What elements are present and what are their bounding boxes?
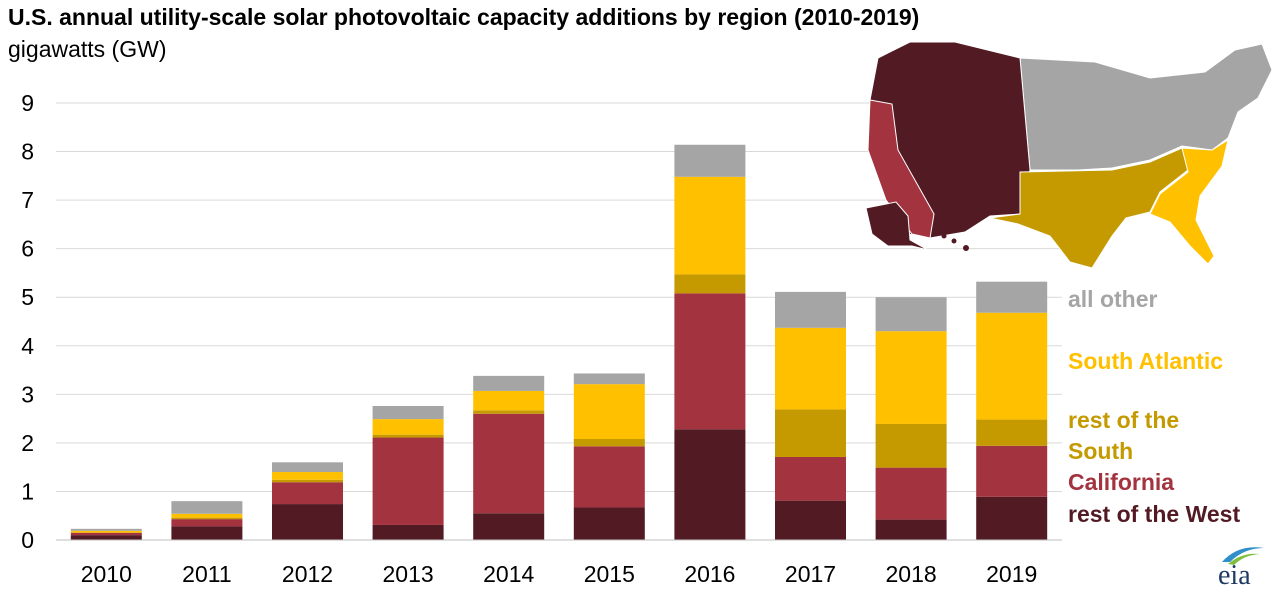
y-axis-unit-label: gigawatts (GW) (8, 36, 167, 62)
map-region-alaska (865, 201, 929, 251)
bar-segment-rest-of-the-west-2012 (272, 504, 343, 540)
bar-segment-all-other-2019 (976, 281, 1048, 313)
bar-segment-rest-of-the-west-2010 (70, 535, 142, 540)
x-tick-label: 2011 (182, 561, 231, 587)
us-region-map (865, 41, 1273, 269)
y-tick-label: 1 (21, 478, 34, 504)
bar-segment-rest-of-the-west-2017 (775, 500, 846, 540)
bar-segment-california-2013 (372, 437, 444, 525)
legend-item-rest-of-the-south: rest of the South (1068, 407, 1180, 464)
bar-segment-california-2010 (70, 532, 142, 536)
bar-segment-all-other-2013 (372, 405, 444, 420)
y-tick-label: 7 (21, 187, 34, 213)
map-region-hawaii (963, 245, 969, 251)
bar-segment-california-2018 (875, 467, 947, 520)
bar-segment-rest-of-the-south-2014 (473, 410, 545, 414)
x-tick-label: 2014 (483, 561, 534, 587)
bar-segment-rest-of-the-west-2015 (573, 507, 645, 540)
x-axis-ticks: 2010 2011 2012 2013 2014 2015 2016 2017 2018 2019 (81, 561, 1038, 587)
bar-segment-rest-of-the-south-2011 (171, 517, 243, 520)
chart-title: U.S. annual utility-scale solar photovol… (8, 4, 920, 30)
bar-segment-california-2014 (473, 413, 545, 514)
bar-segment-all-other-2014 (473, 375, 545, 391)
bar-segment-south-atlantic-2016 (674, 176, 746, 275)
bar-segment-rest-of-the-south-2018 (875, 423, 947, 468)
y-tick-label: 9 (21, 90, 34, 116)
bar-segment-rest-of-the-south-2013 (372, 434, 444, 438)
bar-segment-rest-of-the-west-2014 (473, 513, 545, 540)
x-tick-label: 2010 (81, 561, 132, 587)
x-tick-label: 2013 (383, 561, 434, 587)
map-region-california (867, 99, 935, 239)
x-tick-label: 2019 (986, 561, 1037, 587)
bar-segment-rest-of-the-west-2011 (171, 526, 243, 540)
bar-segment-rest-of-the-south-2019 (976, 419, 1048, 446)
eia-logo: eia (1218, 547, 1264, 588)
bars (70, 144, 1048, 540)
bar-segment-south-atlantic-2011 (171, 513, 243, 518)
y-tick-label: 6 (21, 236, 34, 262)
bar-segment-california-2017 (775, 456, 846, 501)
bar-segment-all-other-2012 (272, 462, 343, 473)
map-region-south-atlantic (1149, 138, 1229, 265)
map-region-hawaii (951, 238, 957, 244)
bar-segment-california-2016 (674, 293, 746, 430)
y-axis-ticks: 0 1 2 3 4 5 6 7 8 9 (21, 90, 34, 553)
x-tick-label: 2012 (282, 561, 333, 587)
bar-segment-rest-of-the-south-2015 (573, 439, 645, 447)
bar-segment-rest-of-the-south-2016 (674, 274, 746, 294)
bar-segment-california-2012 (272, 482, 343, 505)
bar-segment-rest-of-the-west-2016 (674, 429, 746, 540)
bar-segment-california-2011 (171, 519, 243, 527)
bar-segment-all-other-2015 (573, 373, 645, 385)
bar-segment-south-atlantic-2013 (372, 419, 444, 435)
x-tick-label: 2018 (886, 561, 937, 587)
bar-segment-california-2019 (976, 445, 1048, 497)
map-region-rest-of-south (989, 147, 1189, 269)
legend-item-california: California (1068, 469, 1175, 495)
bar-segment-all-other-2016 (674, 144, 746, 177)
bar-segment-south-atlantic-2015 (573, 384, 645, 440)
bar-segment-south-atlantic-2017 (775, 327, 846, 410)
bar-segment-rest-of-the-west-2013 (372, 524, 444, 540)
legend-item-rest-of-the-west: rest of the West (1068, 501, 1241, 527)
y-tick-label: 0 (21, 527, 34, 553)
map-region-hawaii (941, 233, 947, 239)
legend-item-south-atlantic: South Atlantic (1068, 348, 1224, 374)
map-region-all-other (1019, 43, 1273, 171)
x-tick-label: 2015 (584, 561, 635, 587)
y-tick-label: 3 (21, 381, 34, 407)
eia-logo-swoosh-icon (1228, 553, 1260, 565)
bar-segment-south-atlantic-2012 (272, 472, 343, 480)
eia-logo-swoosh-icon (1222, 547, 1264, 562)
bar-segment-california-2015 (573, 446, 645, 508)
bar-segment-all-other-2011 (171, 501, 243, 514)
legend-item-all-other: all other (1068, 286, 1158, 312)
x-tick-label: 2017 (785, 561, 836, 587)
bar-segment-all-other-2010 (70, 528, 142, 531)
y-tick-label: 4 (21, 333, 34, 359)
y-tick-label: 8 (21, 139, 34, 165)
y-tick-label: 2 (21, 430, 34, 456)
bar-segment-all-other-2018 (875, 297, 947, 332)
bar-segment-south-atlantic-2010 (70, 530, 142, 533)
bar-segment-south-atlantic-2018 (875, 331, 947, 424)
bar-segment-rest-of-the-west-2019 (976, 496, 1048, 540)
y-tick-label: 5 (21, 284, 34, 310)
x-tick-label: 2016 (684, 561, 735, 587)
bar-segment-rest-of-the-south-2017 (775, 409, 846, 457)
bar-segment-all-other-2017 (775, 291, 846, 328)
eia-logo-text: eia (1218, 560, 1251, 588)
bar-segment-rest-of-the-west-2018 (875, 519, 947, 540)
bar-segment-rest-of-the-south-2012 (272, 479, 343, 483)
bar-segment-south-atlantic-2014 (473, 390, 545, 411)
bar-segment-south-atlantic-2019 (976, 312, 1048, 420)
